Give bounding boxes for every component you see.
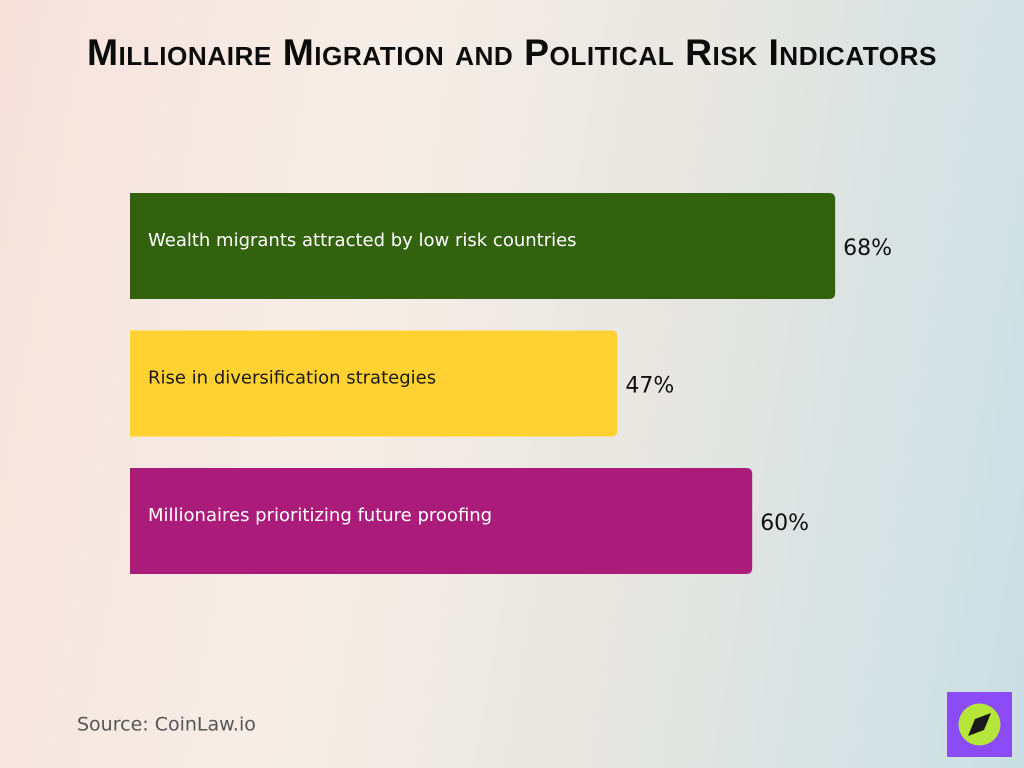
logo-compass — [968, 713, 991, 736]
bar — [130, 193, 836, 299]
source: Source: CoinLaw.io — [77, 714, 256, 736]
bar — [130, 330, 618, 437]
bar — [130, 468, 753, 574]
bars: Wealth migrants attracted by low risk co… — [130, 193, 892, 574]
chart-title: Millionaire Migration and Political Risk… — [87, 32, 937, 73]
value-label: 60% — [760, 511, 809, 536]
logo — [947, 692, 1012, 757]
value-label: 68% — [843, 236, 892, 261]
bar-category-label: Wealth migrants attracted by low risk co… — [148, 230, 577, 251]
bar-category-label: Millionaires prioritizing future proofin… — [148, 505, 492, 526]
value-label: 47% — [625, 374, 674, 399]
bar-category-label: Rise in diversification strategies — [148, 368, 436, 389]
